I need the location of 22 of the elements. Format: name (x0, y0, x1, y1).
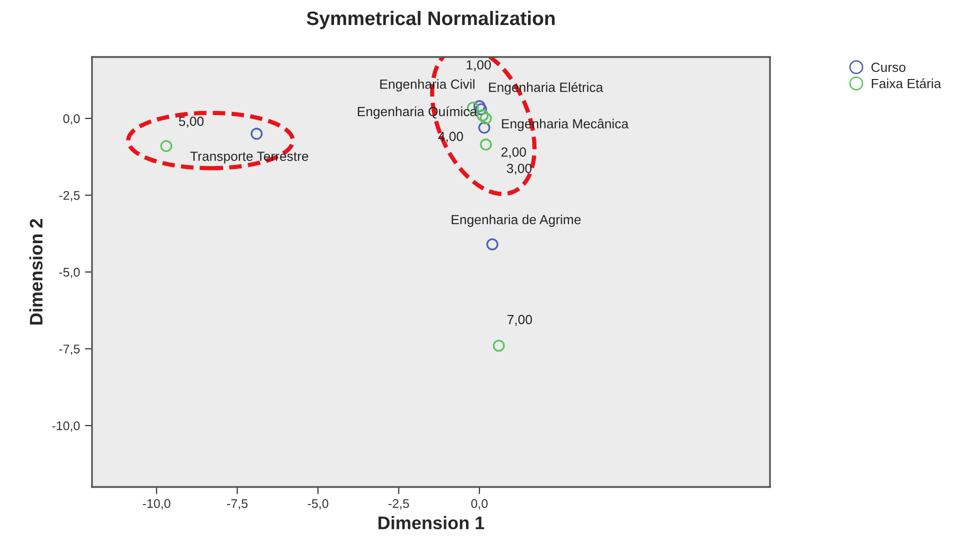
annotation: Engenharia Civil (380, 79, 474, 92)
y-axis-title: Dimension 2 (29, 219, 43, 324)
legend-label: Curso (871, 62, 906, 72)
y-tick-label: -2,5 (59, 191, 80, 202)
annotation: 2,00 (501, 147, 526, 158)
annotation: 7,00 (507, 314, 532, 326)
chart-title: Symmetrical Normalization (306, 10, 555, 30)
x-tick-label: -10,0 (142, 499, 170, 510)
legend-label: Faixa Etária (872, 78, 942, 88)
y-tick-label: 0,0 (63, 114, 80, 125)
annotation: Engenharia de Agrime (452, 214, 581, 227)
y-tick-label: -7,5 (59, 344, 80, 355)
x-tick-label: -5,0 (308, 499, 328, 510)
x-tick-label: -2,5 (388, 499, 409, 510)
y-tick-label: -10,0 (52, 421, 80, 432)
x-tick-label: 0,0 (471, 499, 488, 510)
annotation: 5,00 (178, 116, 204, 128)
y-tick-label: -5,0 (59, 268, 80, 278)
annotation: 3,00 (506, 164, 532, 175)
annotation: 1,00 (466, 60, 491, 72)
x-axis-title: Dimension 1 (378, 516, 484, 530)
x-tick-label: -7,5 (227, 499, 248, 510)
